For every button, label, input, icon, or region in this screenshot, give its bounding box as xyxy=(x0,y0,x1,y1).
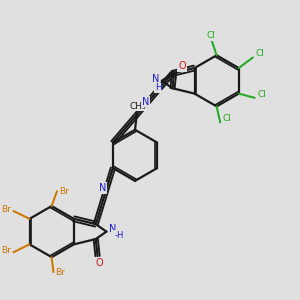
Text: Cl: Cl xyxy=(223,114,232,123)
Text: Br: Br xyxy=(1,246,11,255)
Text: N: N xyxy=(99,183,106,193)
Text: -H: -H xyxy=(114,231,124,240)
Text: O: O xyxy=(178,61,186,71)
Text: H: H xyxy=(155,83,162,92)
Text: Br: Br xyxy=(56,268,65,277)
Text: Br: Br xyxy=(59,187,69,196)
Text: Cl: Cl xyxy=(256,50,265,58)
Text: N: N xyxy=(142,97,149,106)
Text: O: O xyxy=(95,258,103,268)
Text: Cl: Cl xyxy=(207,31,216,40)
Text: Cl: Cl xyxy=(257,90,266,99)
Text: N: N xyxy=(109,224,116,234)
Text: Br: Br xyxy=(1,205,11,214)
Text: N: N xyxy=(152,74,159,84)
Text: CH₃: CH₃ xyxy=(129,101,146,110)
